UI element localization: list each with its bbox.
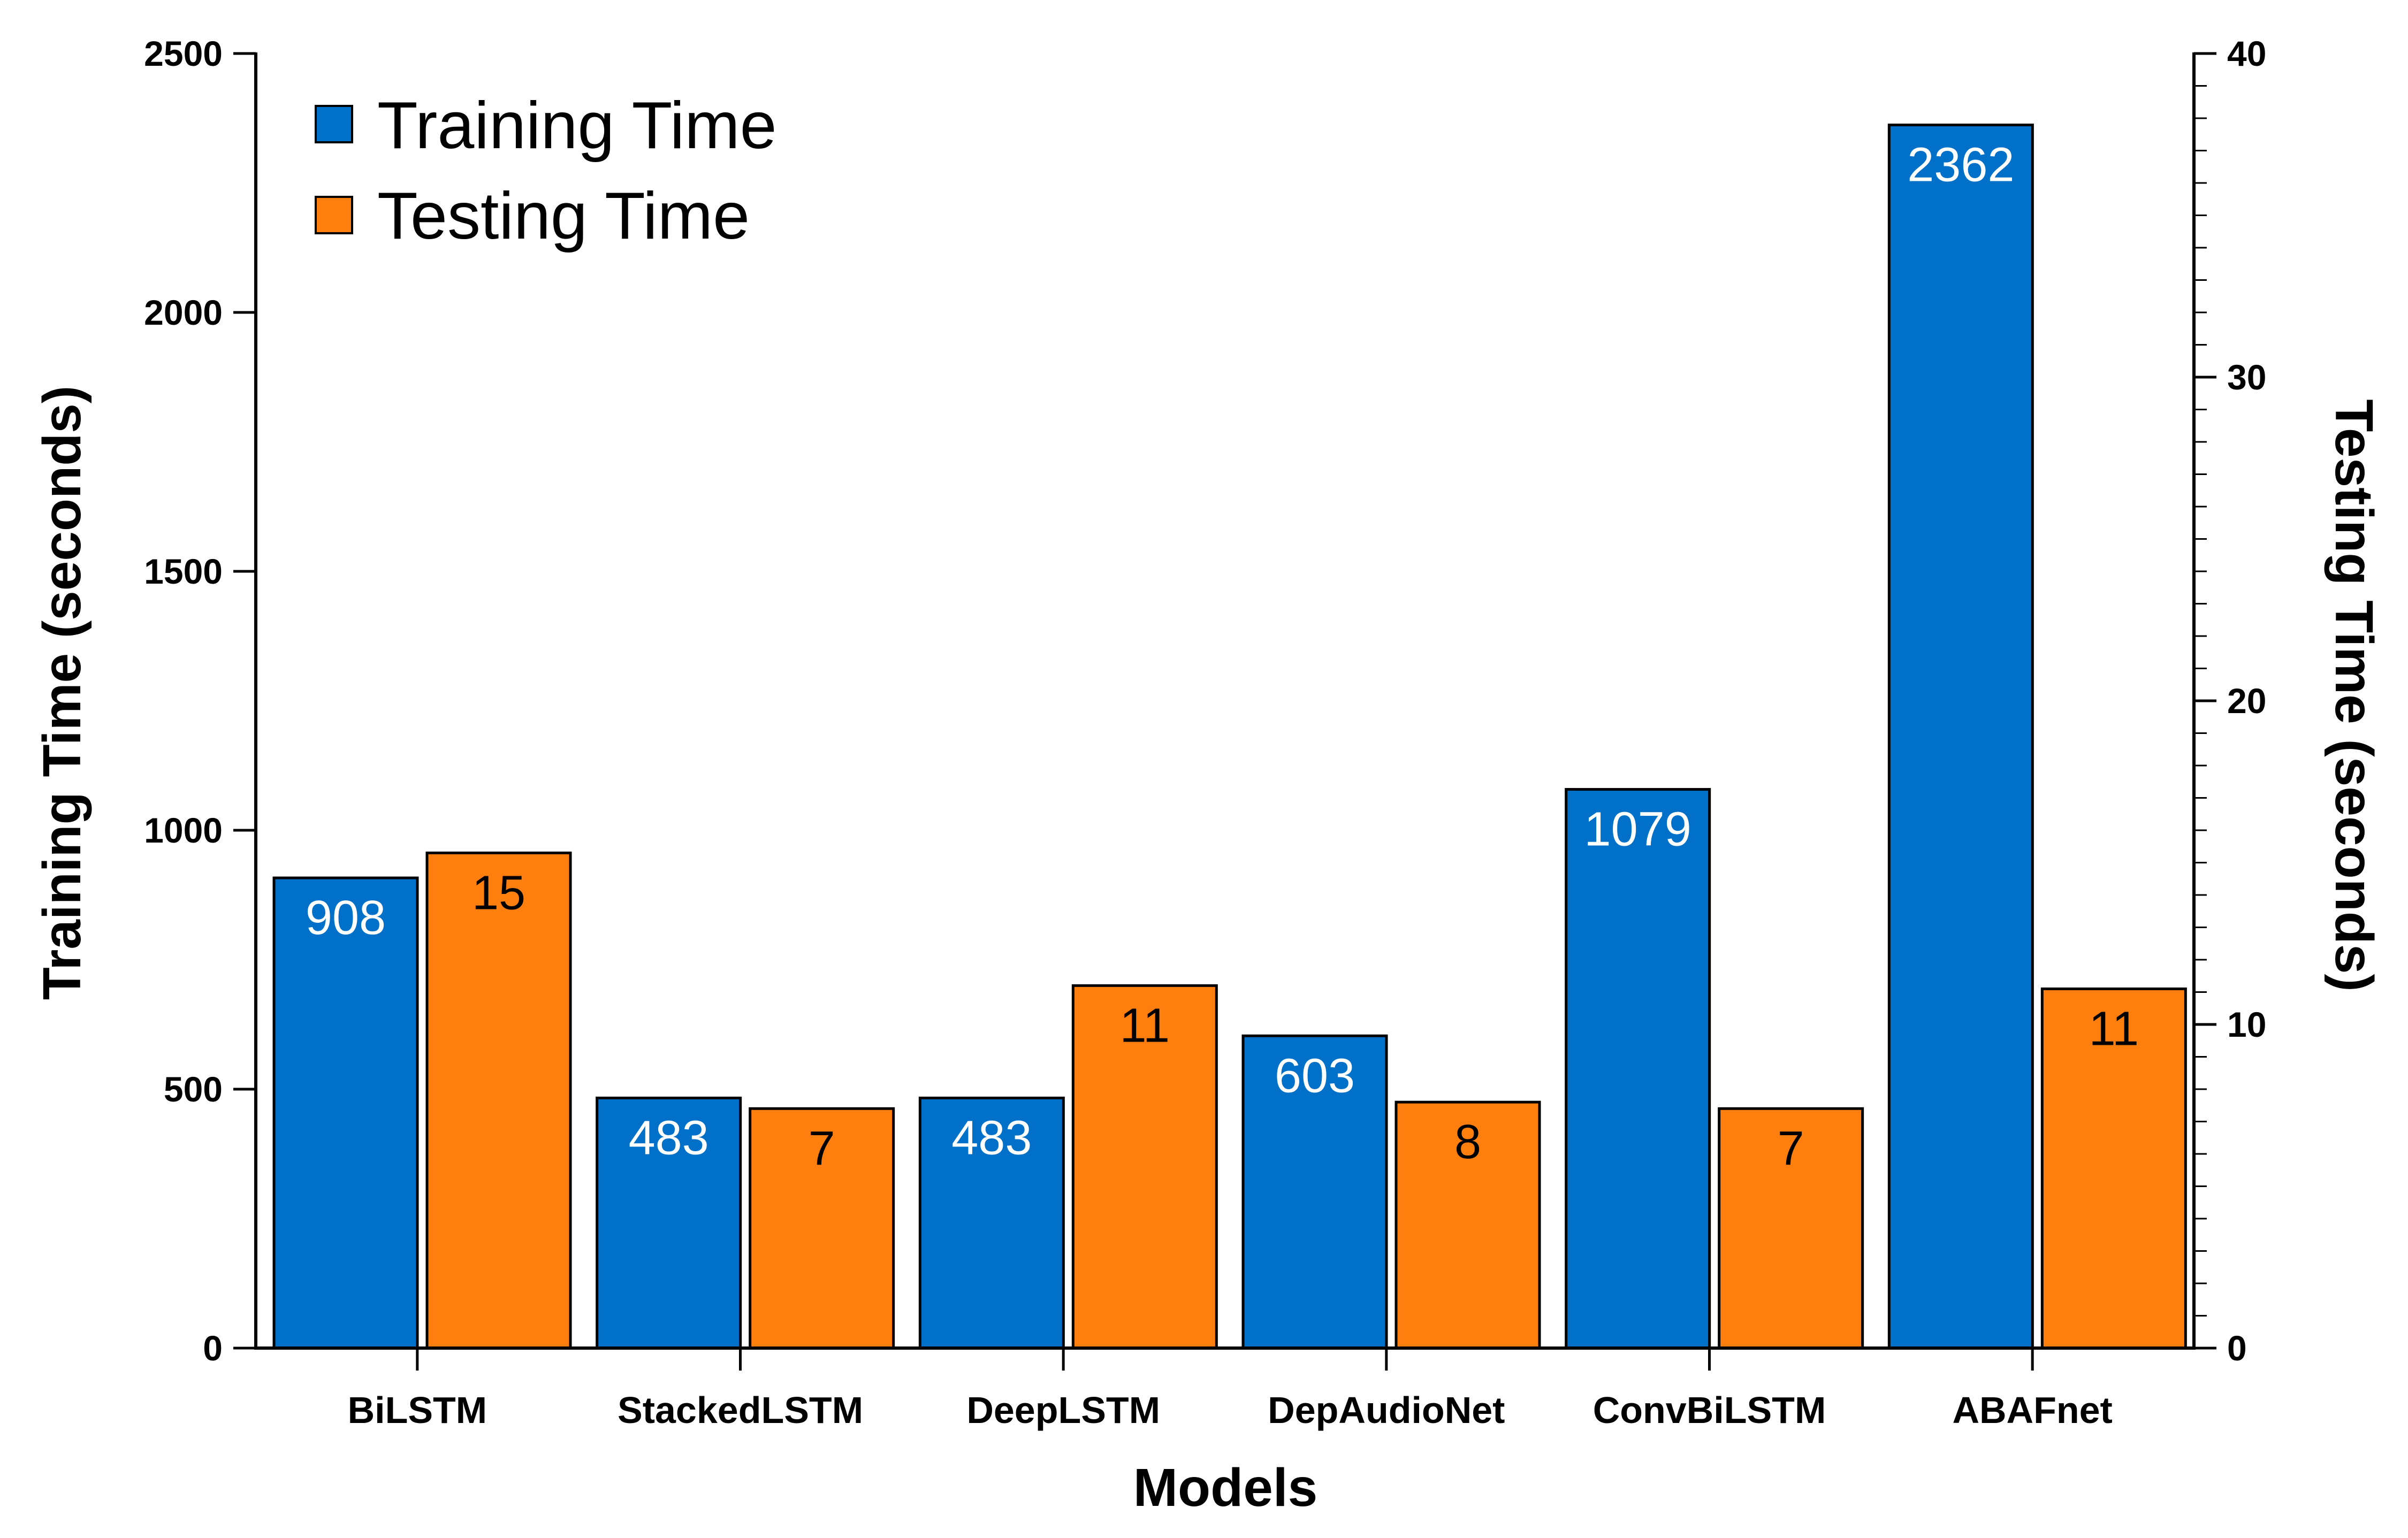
bar-training-depaudionet bbox=[1241, 1034, 1388, 1350]
right-tick-label: 20 bbox=[2227, 681, 2266, 721]
data-label-testing-bilstm: 15 bbox=[472, 866, 525, 920]
x-axis-title: Models bbox=[1133, 1458, 1317, 1518]
right-tick-label: 40 bbox=[2227, 34, 2266, 73]
bar-testing-bilstm bbox=[425, 851, 572, 1350]
category-labels: BiLSTM StackedLSTM DeepLSTM DepAudioNet Conv… bbox=[348, 1348, 2113, 1431]
left-tick-label: 2000 bbox=[144, 293, 223, 332]
category-label-depaudionet: DepAudioNet bbox=[1268, 1389, 1505, 1431]
legend-swatch-testing bbox=[315, 196, 353, 234]
data-label-training-bilstm: 908 bbox=[306, 891, 386, 945]
right-tick-label: 10 bbox=[2227, 1005, 2266, 1044]
legend-swatch-training bbox=[315, 105, 353, 143]
bar-training-abafnet bbox=[1887, 124, 2034, 1350]
right-tick-label: 30 bbox=[2227, 357, 2266, 397]
bar-training-bilstm bbox=[272, 876, 419, 1350]
right-axis-ticks: 0 10 20 30 40 bbox=[2194, 34, 2266, 1368]
data-labels-layer: 908 15 483 7 483 11 603 8 1079 7 2362 11 bbox=[306, 139, 2139, 1176]
data-label-training-stackedlstm: 483 bbox=[629, 1111, 709, 1165]
data-label-training-convbilstm: 1079 bbox=[1584, 803, 1691, 856]
category-label-abafnet: ABAFnet bbox=[1952, 1389, 2112, 1431]
left-axis-title: Training Time (seconds) bbox=[32, 386, 92, 1000]
legend-label-testing: Testing Time bbox=[377, 179, 750, 253]
data-label-testing-abafnet: 11 bbox=[2089, 1002, 2139, 1055]
data-label-training-deeplstm: 483 bbox=[951, 1111, 1032, 1165]
left-tick-label: 1000 bbox=[144, 810, 223, 850]
bar-training-stackedlstm bbox=[596, 1096, 742, 1350]
left-tick-label: 2500 bbox=[144, 34, 223, 73]
left-tick-label: 0 bbox=[203, 1328, 223, 1368]
right-axis-title: Testing Time (seconds) bbox=[2324, 399, 2384, 992]
data-label-training-depaudionet: 603 bbox=[1275, 1049, 1355, 1103]
legend: Training Time Testing Time bbox=[315, 89, 777, 253]
data-label-testing-depaudionet: 8 bbox=[1454, 1115, 1481, 1169]
right-tick-label: 0 bbox=[2227, 1328, 2247, 1368]
data-label-training-abafnet: 2362 bbox=[1907, 139, 2014, 192]
bar-testing-stackedlstm bbox=[749, 1107, 895, 1350]
bar-testing-deeplstm bbox=[1071, 984, 1218, 1350]
category-label-deeplstm: DeepLSTM bbox=[966, 1389, 1160, 1431]
bar-training-convbilstm bbox=[1565, 788, 1711, 1350]
legend-label-training: Training Time bbox=[377, 89, 777, 163]
bars-layer bbox=[272, 124, 2187, 1350]
data-label-testing-convbilstm: 7 bbox=[1778, 1122, 1804, 1175]
bar-testing-depaudionet bbox=[1394, 1100, 1541, 1350]
bar-training-deeplstm bbox=[918, 1096, 1065, 1350]
data-label-testing-deeplstm: 11 bbox=[1120, 999, 1170, 1052]
left-axis-ticks: 0 500 1000 1500 2000 2500 bbox=[144, 34, 256, 1368]
data-label-testing-stackedlstm: 7 bbox=[809, 1122, 835, 1175]
category-label-stackedlstm: StackedLSTM bbox=[618, 1389, 863, 1431]
bar-testing-abafnet bbox=[2040, 987, 2187, 1350]
category-label-bilstm: BiLSTM bbox=[348, 1389, 487, 1431]
left-tick-label: 1500 bbox=[144, 552, 223, 591]
category-label-convbilstm: ConvBiLSTM bbox=[1593, 1389, 1826, 1431]
left-tick-label: 500 bbox=[164, 1069, 223, 1109]
